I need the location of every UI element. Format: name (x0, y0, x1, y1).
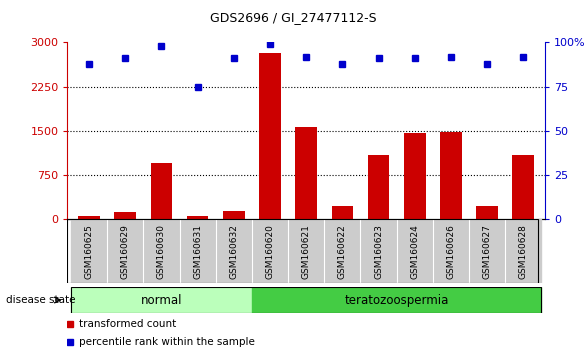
Text: normal: normal (141, 293, 182, 307)
Bar (288, 219, 324, 283)
Bar (144, 219, 179, 283)
Bar (505, 219, 541, 283)
Text: GSM160622: GSM160622 (338, 224, 347, 279)
Text: GSM160620: GSM160620 (265, 224, 274, 279)
Bar (469, 219, 505, 283)
Bar (324, 219, 360, 283)
Text: teratozoospermia: teratozoospermia (345, 293, 449, 307)
Text: transformed count: transformed count (79, 319, 176, 329)
Bar (259, 53, 281, 219)
Text: GSM160626: GSM160626 (447, 224, 455, 279)
Text: GSM160627: GSM160627 (483, 224, 492, 279)
Bar (332, 206, 353, 219)
Bar (476, 206, 498, 219)
Bar (295, 127, 317, 219)
Bar (404, 133, 425, 219)
Text: GSM160632: GSM160632 (229, 224, 239, 279)
Bar (71, 219, 107, 283)
Bar (397, 219, 433, 283)
Bar (179, 219, 216, 283)
Bar (223, 211, 245, 219)
Bar (187, 216, 209, 219)
Bar (252, 287, 541, 313)
Bar (79, 216, 100, 219)
Text: GSM160628: GSM160628 (519, 224, 528, 279)
Bar (252, 219, 288, 283)
Bar (151, 164, 172, 219)
Bar (360, 219, 397, 283)
Bar (114, 212, 136, 219)
Text: GSM160631: GSM160631 (193, 224, 202, 279)
Text: GSM160624: GSM160624 (410, 224, 419, 279)
Bar (433, 219, 469, 283)
Bar (367, 155, 390, 219)
Text: GSM160629: GSM160629 (121, 224, 130, 279)
Bar (71, 287, 252, 313)
Text: disease state: disease state (6, 295, 76, 305)
Bar (440, 132, 462, 219)
Text: GSM160625: GSM160625 (84, 224, 94, 279)
Text: percentile rank within the sample: percentile rank within the sample (79, 337, 255, 347)
Text: GDS2696 / GI_27477112-S: GDS2696 / GI_27477112-S (210, 11, 376, 24)
Text: GSM160623: GSM160623 (374, 224, 383, 279)
Text: GSM160621: GSM160621 (302, 224, 311, 279)
Text: GSM160630: GSM160630 (157, 224, 166, 279)
Bar (512, 155, 534, 219)
Bar (216, 219, 252, 283)
Bar (107, 219, 144, 283)
